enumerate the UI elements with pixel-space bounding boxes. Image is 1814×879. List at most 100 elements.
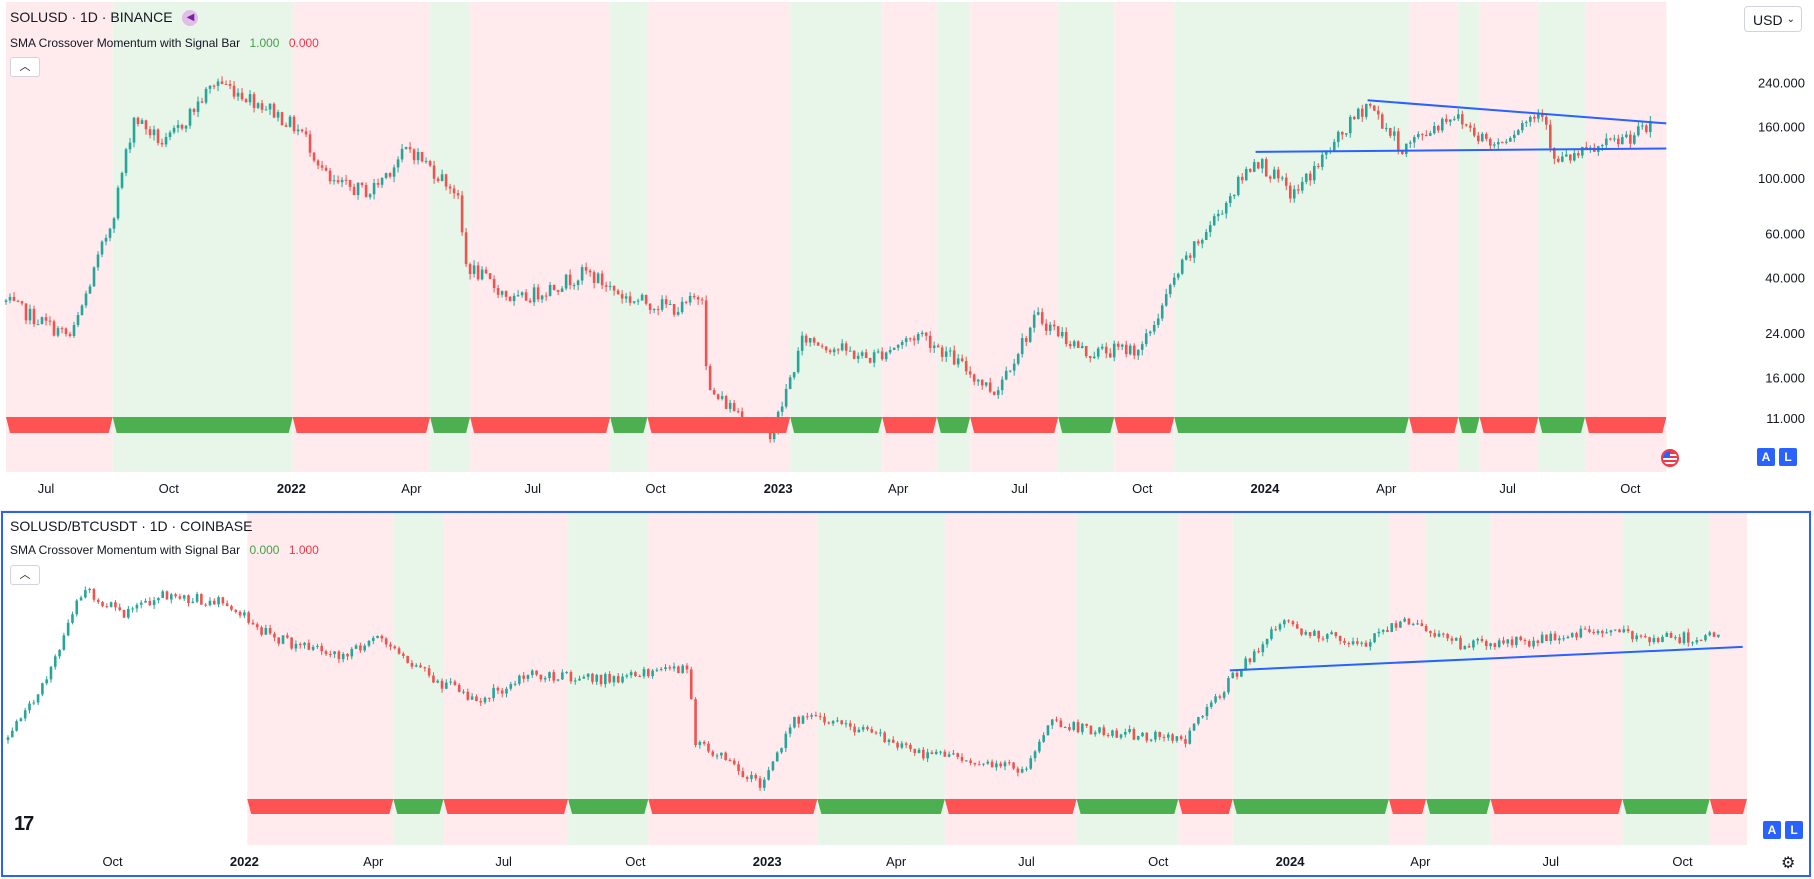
candle-body: [913, 749, 917, 754]
candle-body: [329, 653, 332, 655]
candle-body: [1196, 241, 1200, 244]
settings-gear-icon[interactable]: ⚙: [1781, 855, 1796, 872]
auto-scale-button-2[interactable]: A: [1763, 821, 1781, 839]
signal-bar-segment-14: [1408, 417, 1459, 433]
candle-body: [256, 103, 260, 108]
auto-scale-button[interactable]: A: [1757, 448, 1775, 466]
indicator-name-2[interactable]: SMA Crossover Momentum with Signal Bar: [10, 543, 241, 557]
signal-bar-segment-10: [970, 417, 1059, 433]
candle-body: [48, 320, 52, 322]
ratio-chart-pane[interactable]: Oct 2022 Apr Jul Oct 2023 Apr Jul Oct 2024 Apr Jul O…: [0, 512, 1814, 879]
candle-body: [1592, 631, 1596, 634]
candle-body: [1156, 318, 1160, 325]
candle-body: [1540, 634, 1544, 643]
signal-bar-segment-3: [568, 799, 649, 814]
candle-body: [1509, 138, 1512, 142]
candle-body: [572, 285, 576, 287]
time-axis-label: Apr: [1410, 854, 1431, 869]
candle-body: [187, 595, 190, 604]
candle-body: [524, 292, 528, 301]
candle-body: [66, 622, 70, 636]
currency-select[interactable]: USD ⌄: [1744, 6, 1802, 32]
candle-body: [1244, 169, 1248, 181]
candle-body: [364, 185, 368, 198]
candle-body: [300, 129, 304, 132]
candle-body: [612, 285, 616, 291]
candle-body: [1256, 162, 1260, 169]
symbol-title[interactable]: SOLUSD · 1D · BINANCE: [10, 9, 173, 25]
candle-body: [592, 272, 596, 283]
candle-body: [689, 669, 693, 700]
candle-body: [681, 665, 684, 673]
symbol-title-2[interactable]: SOLUSD/BTCUSDT · 1D · COINBASE: [10, 518, 253, 534]
collapse-legend-button[interactable]: ︿: [10, 57, 40, 77]
candle-body: [576, 280, 580, 286]
ratio-chart-svg[interactable]: Oct 2022 Apr Jul Oct 2023 Apr Jul Oct 2024 Apr Jul O…: [0, 512, 1814, 879]
candle-body: [1284, 177, 1288, 186]
candle-body: [1368, 642, 1372, 647]
symbol-legend-2[interactable]: SOLUSD/BTCUSDT · 1D · COINBASE: [10, 518, 252, 534]
tradingview-logo-icon[interactable]: 17: [14, 813, 34, 835]
candle-body: [1016, 768, 1020, 773]
candle-body: [1149, 739, 1153, 741]
candle-body: [708, 366, 712, 391]
log-scale-button[interactable]: L: [1779, 448, 1797, 466]
time-axis-label: Oct: [645, 481, 666, 496]
candle-body: [1278, 624, 1282, 630]
candle-body: [1272, 169, 1276, 179]
candle-body: [1048, 324, 1052, 331]
candle-body: [1376, 110, 1380, 115]
candle-body: [1184, 739, 1187, 744]
candle-body: [1446, 634, 1449, 639]
indicator-legend-2[interactable]: SMA Crossover Momentum with Signal Bar 0…: [10, 543, 319, 557]
candle-body: [724, 396, 728, 409]
candle-body: [595, 674, 599, 682]
candle-body: [1093, 732, 1097, 735]
candle-body: [28, 703, 31, 711]
candle-body: [1038, 741, 1041, 752]
candle-body: [1459, 637, 1462, 650]
log-scale-button-2[interactable]: L: [1785, 821, 1803, 839]
candle-body: [1076, 722, 1080, 733]
candle-body: [604, 285, 608, 287]
candle-body: [1596, 630, 1600, 634]
candle-body: [264, 109, 268, 111]
candle-body: [1032, 314, 1036, 328]
candle-body: [508, 296, 512, 302]
candle-body: [1420, 134, 1424, 136]
candle-body: [1609, 138, 1612, 140]
candle-body: [1569, 154, 1572, 161]
time-axis-label: 2024: [1276, 854, 1306, 869]
indicator-legend[interactable]: SMA Crossover Momentum with Signal Bar 1…: [10, 36, 319, 50]
candle-body: [861, 727, 865, 730]
candle-body: [419, 665, 422, 668]
candle-body: [1216, 213, 1220, 217]
symbol-legend[interactable]: SOLUSD · 1D · BINANCE ◀: [10, 9, 199, 27]
collapse-legend-button-2[interactable]: ︿: [10, 565, 40, 585]
us-flag-icon[interactable]: [1661, 449, 1679, 467]
indicator-name[interactable]: SMA Crossover Momentum with Signal Bar: [10, 36, 241, 50]
main-chart-pane[interactable]: Jul Oct 2022 Apr Jul Oct 2023 Apr Jul Oct 2024 Apr J…: [0, 0, 1814, 512]
regime-band-10: [1388, 512, 1427, 845]
candle-body: [977, 764, 981, 766]
candle-body: [1232, 194, 1236, 197]
candle-body: [1321, 638, 1325, 640]
candle-body: [1240, 670, 1243, 677]
price-chart-svg[interactable]: Jul Oct 2022 Apr Jul Oct 2023 Apr Jul Oct 2024 Apr J…: [0, 0, 1814, 512]
candle-body: [1313, 630, 1316, 636]
candle-body: [840, 720, 843, 724]
candle-body: [180, 124, 184, 129]
candle-body: [828, 350, 832, 353]
signal-bar-segment-6: [647, 417, 791, 433]
candle-body: [436, 178, 440, 181]
candle-body: [1063, 727, 1067, 729]
candle-body: [956, 358, 960, 365]
candle-body: [320, 165, 324, 168]
candle-body: [732, 402, 736, 412]
candle-body: [943, 751, 947, 757]
candle-body: [160, 142, 164, 145]
candle-body: [1472, 127, 1476, 136]
candle-body: [1505, 141, 1508, 143]
regime-band-5: [610, 2, 648, 472]
candle-body: [1523, 639, 1527, 642]
